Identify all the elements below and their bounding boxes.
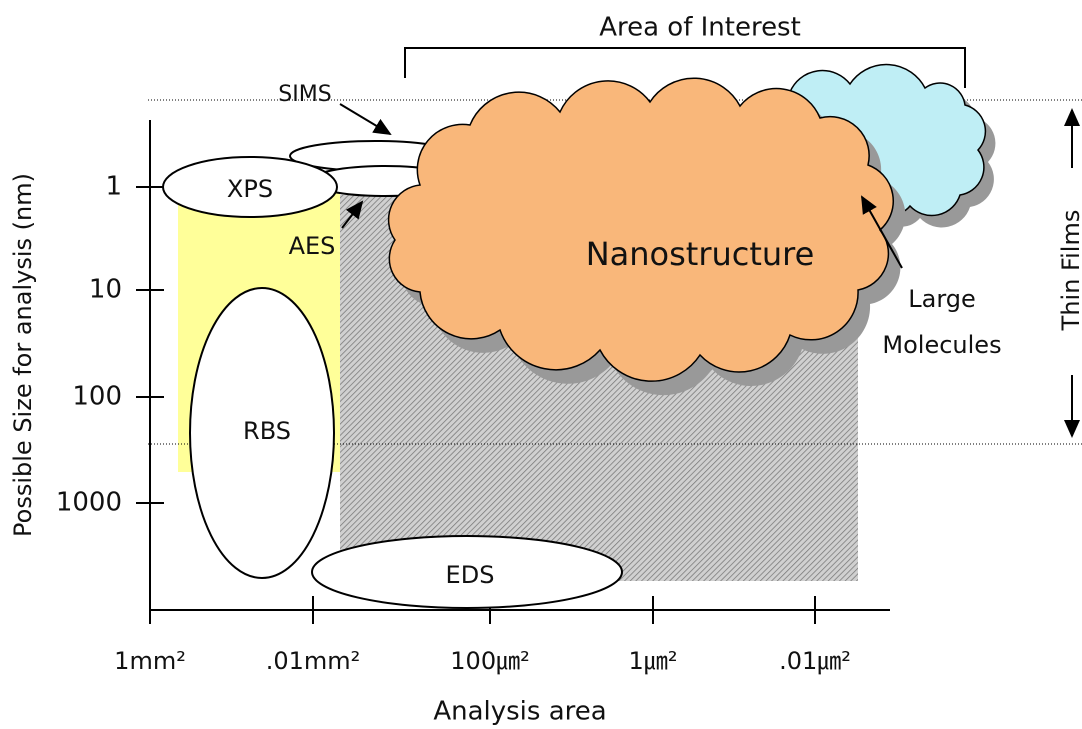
molecules-label: Large: [908, 285, 976, 313]
x-tick-label: .01㎛²: [779, 647, 851, 675]
molecules-label: Molecules: [882, 331, 1001, 359]
title: Area of Interest: [599, 13, 801, 43]
x-tick-label: .01mm²: [266, 647, 361, 675]
sims-arrow: [340, 104, 390, 134]
x-axis-label: Analysis area: [433, 697, 606, 727]
xps-label: XPS: [227, 175, 273, 203]
x-tick-label: 1㎛²: [629, 647, 678, 675]
y-axis-label: Possible Size for analysis (nm): [9, 173, 37, 537]
y-tick-label: 10: [89, 275, 122, 305]
rbs-label: RBS: [243, 417, 291, 445]
sims-label: SIMS: [278, 82, 331, 107]
x-tick-label: 100㎛²: [450, 647, 529, 675]
thin-films-label: Thin Films: [1057, 210, 1082, 332]
x-tick-label: 1mm²: [114, 647, 186, 675]
aes-label: AES: [289, 232, 336, 260]
y-tick-label: 1000: [56, 488, 122, 518]
y-tick-label: 1: [105, 172, 122, 202]
eds-label: EDS: [446, 561, 495, 589]
diagram: 1 10 100 1000 1mm² .01mm² 100㎛² 1㎛² .01㎛² Area o…: [0, 0, 1082, 729]
nanostructure-cloud: [389, 78, 894, 381]
nanostructure-label: Nanostructure: [586, 235, 815, 273]
y-tick-label: 100: [72, 382, 122, 412]
